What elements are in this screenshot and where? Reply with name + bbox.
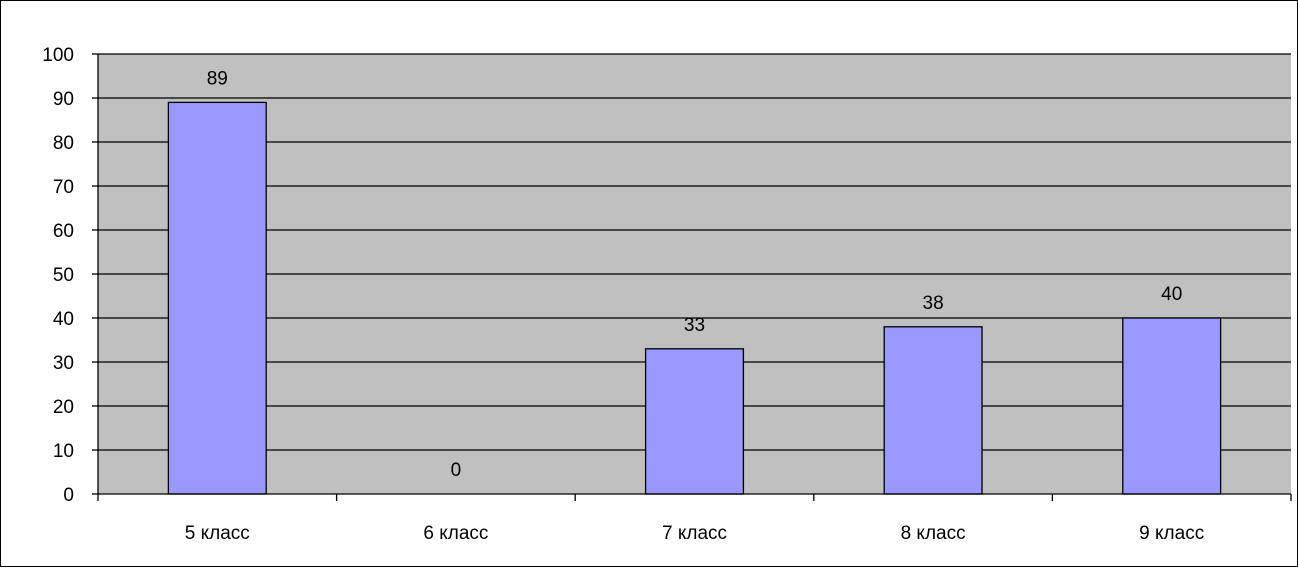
y-tick-label: 10 <box>53 441 74 462</box>
bar <box>1122 317 1222 495</box>
bar <box>883 326 983 495</box>
y-tick-label: 70 <box>53 177 74 198</box>
data-label: 40 <box>1161 284 1182 305</box>
y-tick-label: 80 <box>53 133 74 154</box>
y-tick-label: 40 <box>53 309 74 330</box>
y-tick-label: 60 <box>53 221 74 242</box>
bars <box>167 101 1222 495</box>
y-tick-label: 20 <box>53 397 74 418</box>
data-label: 33 <box>684 315 705 336</box>
axes <box>92 53 1292 501</box>
data-label: 89 <box>207 68 228 89</box>
data-label: 0 <box>451 460 462 481</box>
bar <box>167 101 267 495</box>
category-label: 7 класс <box>662 523 727 544</box>
category-label: 9 класс <box>1139 523 1204 544</box>
category-label: 8 класс <box>901 523 966 544</box>
bar <box>644 348 745 495</box>
y-tick-label: 50 <box>53 265 74 286</box>
y-tick-label: 0 <box>63 485 74 506</box>
y-tick-label: 30 <box>53 353 74 374</box>
y-tick-label: 90 <box>53 89 74 110</box>
labels: 0 10 20 30 40 50 60 70 80 90 100 89 5 класс 0 6 класс 3… <box>42 45 1204 544</box>
category-label: 5 класс <box>185 523 250 544</box>
y-tick-label: 100 <box>42 45 74 66</box>
data-label: 38 <box>923 293 944 314</box>
category-label: 6 класс <box>423 523 488 544</box>
